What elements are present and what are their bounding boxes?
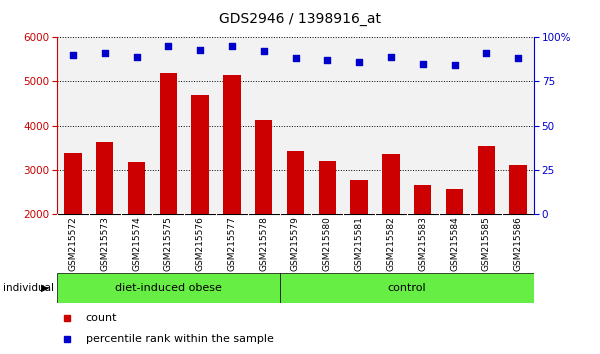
Bar	[446, 189, 463, 214]
Point	[132, 54, 142, 59]
Point	[196, 47, 205, 52]
Point	[386, 54, 396, 59]
Text: ▶: ▶	[41, 282, 49, 293]
Bar	[319, 161, 336, 214]
Bar	[414, 185, 431, 214]
Text: GSM215584: GSM215584	[450, 216, 459, 271]
Text: GSM215576: GSM215576	[196, 216, 205, 271]
Text: GSM215578: GSM215578	[259, 216, 268, 271]
Bar	[57, 273, 280, 303]
Text: diet-induced obese: diet-induced obese	[115, 282, 222, 293]
Point	[68, 52, 78, 58]
Text: GSM215579: GSM215579	[291, 216, 300, 271]
Point	[163, 43, 173, 49]
Text: GSM215586: GSM215586	[514, 216, 523, 271]
Text: GSM215580: GSM215580	[323, 216, 332, 271]
Point	[418, 61, 428, 67]
Bar	[509, 165, 527, 214]
Bar	[382, 154, 400, 214]
Point	[482, 50, 491, 56]
Text: GSM215585: GSM215585	[482, 216, 491, 271]
Point	[227, 43, 236, 49]
Bar	[280, 273, 534, 303]
Point	[354, 59, 364, 65]
Bar	[96, 142, 113, 214]
Bar	[223, 75, 241, 214]
Text: GSM215573: GSM215573	[100, 216, 109, 271]
Text: GDS2946 / 1398916_at: GDS2946 / 1398916_at	[219, 12, 381, 27]
Text: control: control	[388, 282, 426, 293]
Point	[323, 57, 332, 63]
Point	[100, 50, 110, 56]
Bar	[350, 180, 368, 214]
Text: GSM215583: GSM215583	[418, 216, 427, 271]
Text: individual: individual	[3, 282, 54, 293]
Text: GSM215577: GSM215577	[227, 216, 236, 271]
Text: count: count	[86, 313, 117, 323]
Point	[259, 48, 269, 54]
Bar	[287, 152, 304, 214]
Bar	[128, 162, 145, 214]
Text: GSM215574: GSM215574	[132, 216, 141, 271]
Bar	[160, 74, 177, 214]
Text: percentile rank within the sample: percentile rank within the sample	[86, 334, 274, 344]
Point	[291, 56, 301, 61]
Bar	[255, 120, 272, 214]
Bar	[64, 153, 82, 214]
Point	[514, 56, 523, 61]
Text: GSM215575: GSM215575	[164, 216, 173, 271]
Bar	[478, 147, 495, 214]
Point	[450, 63, 460, 68]
Text: GSM215582: GSM215582	[386, 216, 395, 271]
Text: GSM215581: GSM215581	[355, 216, 364, 271]
Bar	[191, 95, 209, 214]
Text: GSM215572: GSM215572	[68, 216, 77, 271]
